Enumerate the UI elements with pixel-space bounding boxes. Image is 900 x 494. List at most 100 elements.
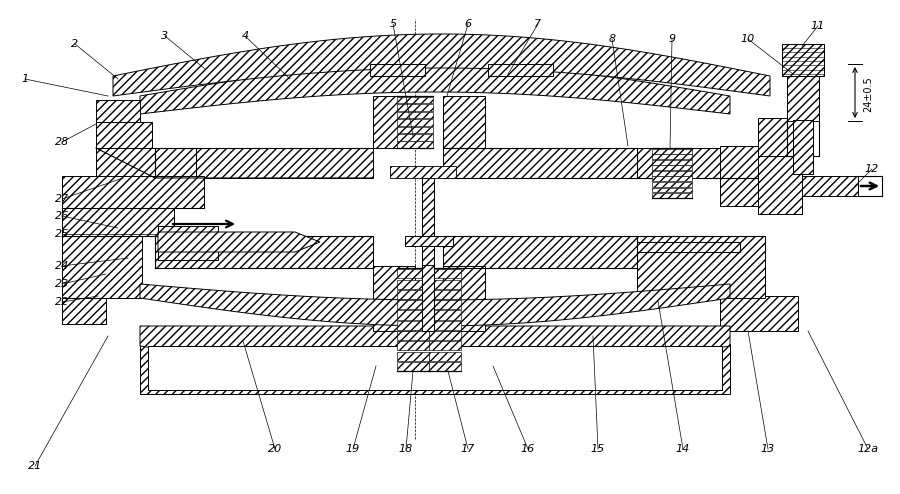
Bar: [720, 146, 798, 206]
Text: 2: 2: [71, 39, 78, 49]
Bar: [397, 119, 433, 125]
Text: 16: 16: [521, 444, 535, 454]
Text: 26: 26: [55, 211, 69, 221]
Bar: [62, 236, 142, 298]
Text: 21: 21: [28, 461, 42, 471]
Bar: [373, 96, 415, 148]
Bar: [370, 64, 425, 76]
Text: 27: 27: [55, 194, 69, 204]
Bar: [397, 134, 433, 141]
Polygon shape: [158, 232, 320, 252]
Text: 28: 28: [55, 137, 69, 147]
Bar: [443, 148, 639, 178]
Bar: [397, 97, 433, 103]
Bar: [62, 208, 174, 236]
Text: 18: 18: [399, 444, 413, 454]
Text: 7: 7: [535, 19, 542, 29]
Bar: [758, 176, 858, 196]
Text: 24: 24: [55, 261, 69, 271]
Text: 12a: 12a: [858, 444, 878, 454]
Text: 15: 15: [591, 444, 605, 454]
Bar: [62, 176, 204, 208]
Bar: [158, 226, 218, 260]
Text: 5: 5: [390, 19, 397, 29]
Text: 20: 20: [268, 444, 282, 454]
Bar: [443, 266, 485, 331]
Text: 4: 4: [241, 31, 248, 41]
Text: 24±0.5: 24±0.5: [863, 76, 873, 112]
Bar: [397, 290, 429, 299]
Bar: [652, 160, 692, 165]
Bar: [96, 122, 152, 148]
Text: 9: 9: [669, 34, 676, 44]
Bar: [397, 352, 429, 361]
Text: 22: 22: [55, 297, 69, 307]
Bar: [429, 300, 461, 309]
Bar: [758, 118, 800, 178]
Bar: [443, 96, 485, 148]
Bar: [652, 149, 692, 154]
Bar: [62, 294, 106, 324]
Polygon shape: [140, 64, 730, 114]
Bar: [429, 321, 461, 330]
Bar: [429, 362, 461, 371]
Bar: [373, 266, 415, 331]
Bar: [397, 310, 429, 320]
Text: 13: 13: [760, 444, 775, 454]
Text: 8: 8: [608, 34, 616, 44]
Bar: [652, 165, 692, 170]
Bar: [652, 176, 692, 181]
Bar: [397, 321, 429, 330]
Bar: [429, 269, 461, 278]
Bar: [652, 193, 692, 198]
Bar: [720, 296, 798, 331]
Bar: [429, 290, 461, 299]
Bar: [397, 300, 429, 309]
Polygon shape: [390, 166, 456, 178]
Bar: [155, 236, 373, 268]
Bar: [397, 331, 429, 340]
Polygon shape: [113, 34, 770, 96]
Bar: [652, 182, 692, 187]
Polygon shape: [148, 346, 722, 390]
Bar: [637, 148, 747, 178]
Bar: [429, 352, 461, 361]
Bar: [397, 362, 429, 371]
Bar: [422, 178, 434, 266]
Polygon shape: [140, 284, 730, 326]
Bar: [422, 265, 434, 331]
Bar: [140, 344, 730, 394]
Polygon shape: [637, 242, 740, 252]
Bar: [652, 171, 692, 176]
Bar: [96, 148, 196, 178]
Text: 19: 19: [346, 444, 360, 454]
Bar: [429, 341, 461, 350]
Bar: [637, 236, 765, 298]
Bar: [397, 141, 433, 148]
Text: 3: 3: [161, 31, 168, 41]
Bar: [397, 104, 433, 111]
Bar: [405, 236, 453, 246]
Polygon shape: [140, 326, 730, 374]
Text: 1: 1: [22, 74, 29, 84]
Text: 10: 10: [741, 34, 755, 44]
Bar: [429, 310, 461, 320]
Text: 6: 6: [464, 19, 472, 29]
Bar: [793, 120, 813, 174]
Bar: [488, 64, 553, 76]
Bar: [782, 44, 824, 76]
Text: 11: 11: [811, 21, 825, 31]
Text: 23: 23: [55, 279, 69, 289]
Bar: [397, 269, 429, 278]
Text: 17: 17: [461, 444, 475, 454]
Bar: [443, 236, 639, 268]
Bar: [397, 341, 429, 350]
Bar: [397, 112, 433, 118]
Bar: [155, 148, 373, 178]
Bar: [652, 188, 692, 193]
Bar: [652, 154, 692, 159]
Bar: [429, 331, 461, 340]
Text: 12: 12: [865, 164, 879, 174]
Bar: [96, 100, 140, 124]
Bar: [758, 156, 802, 214]
